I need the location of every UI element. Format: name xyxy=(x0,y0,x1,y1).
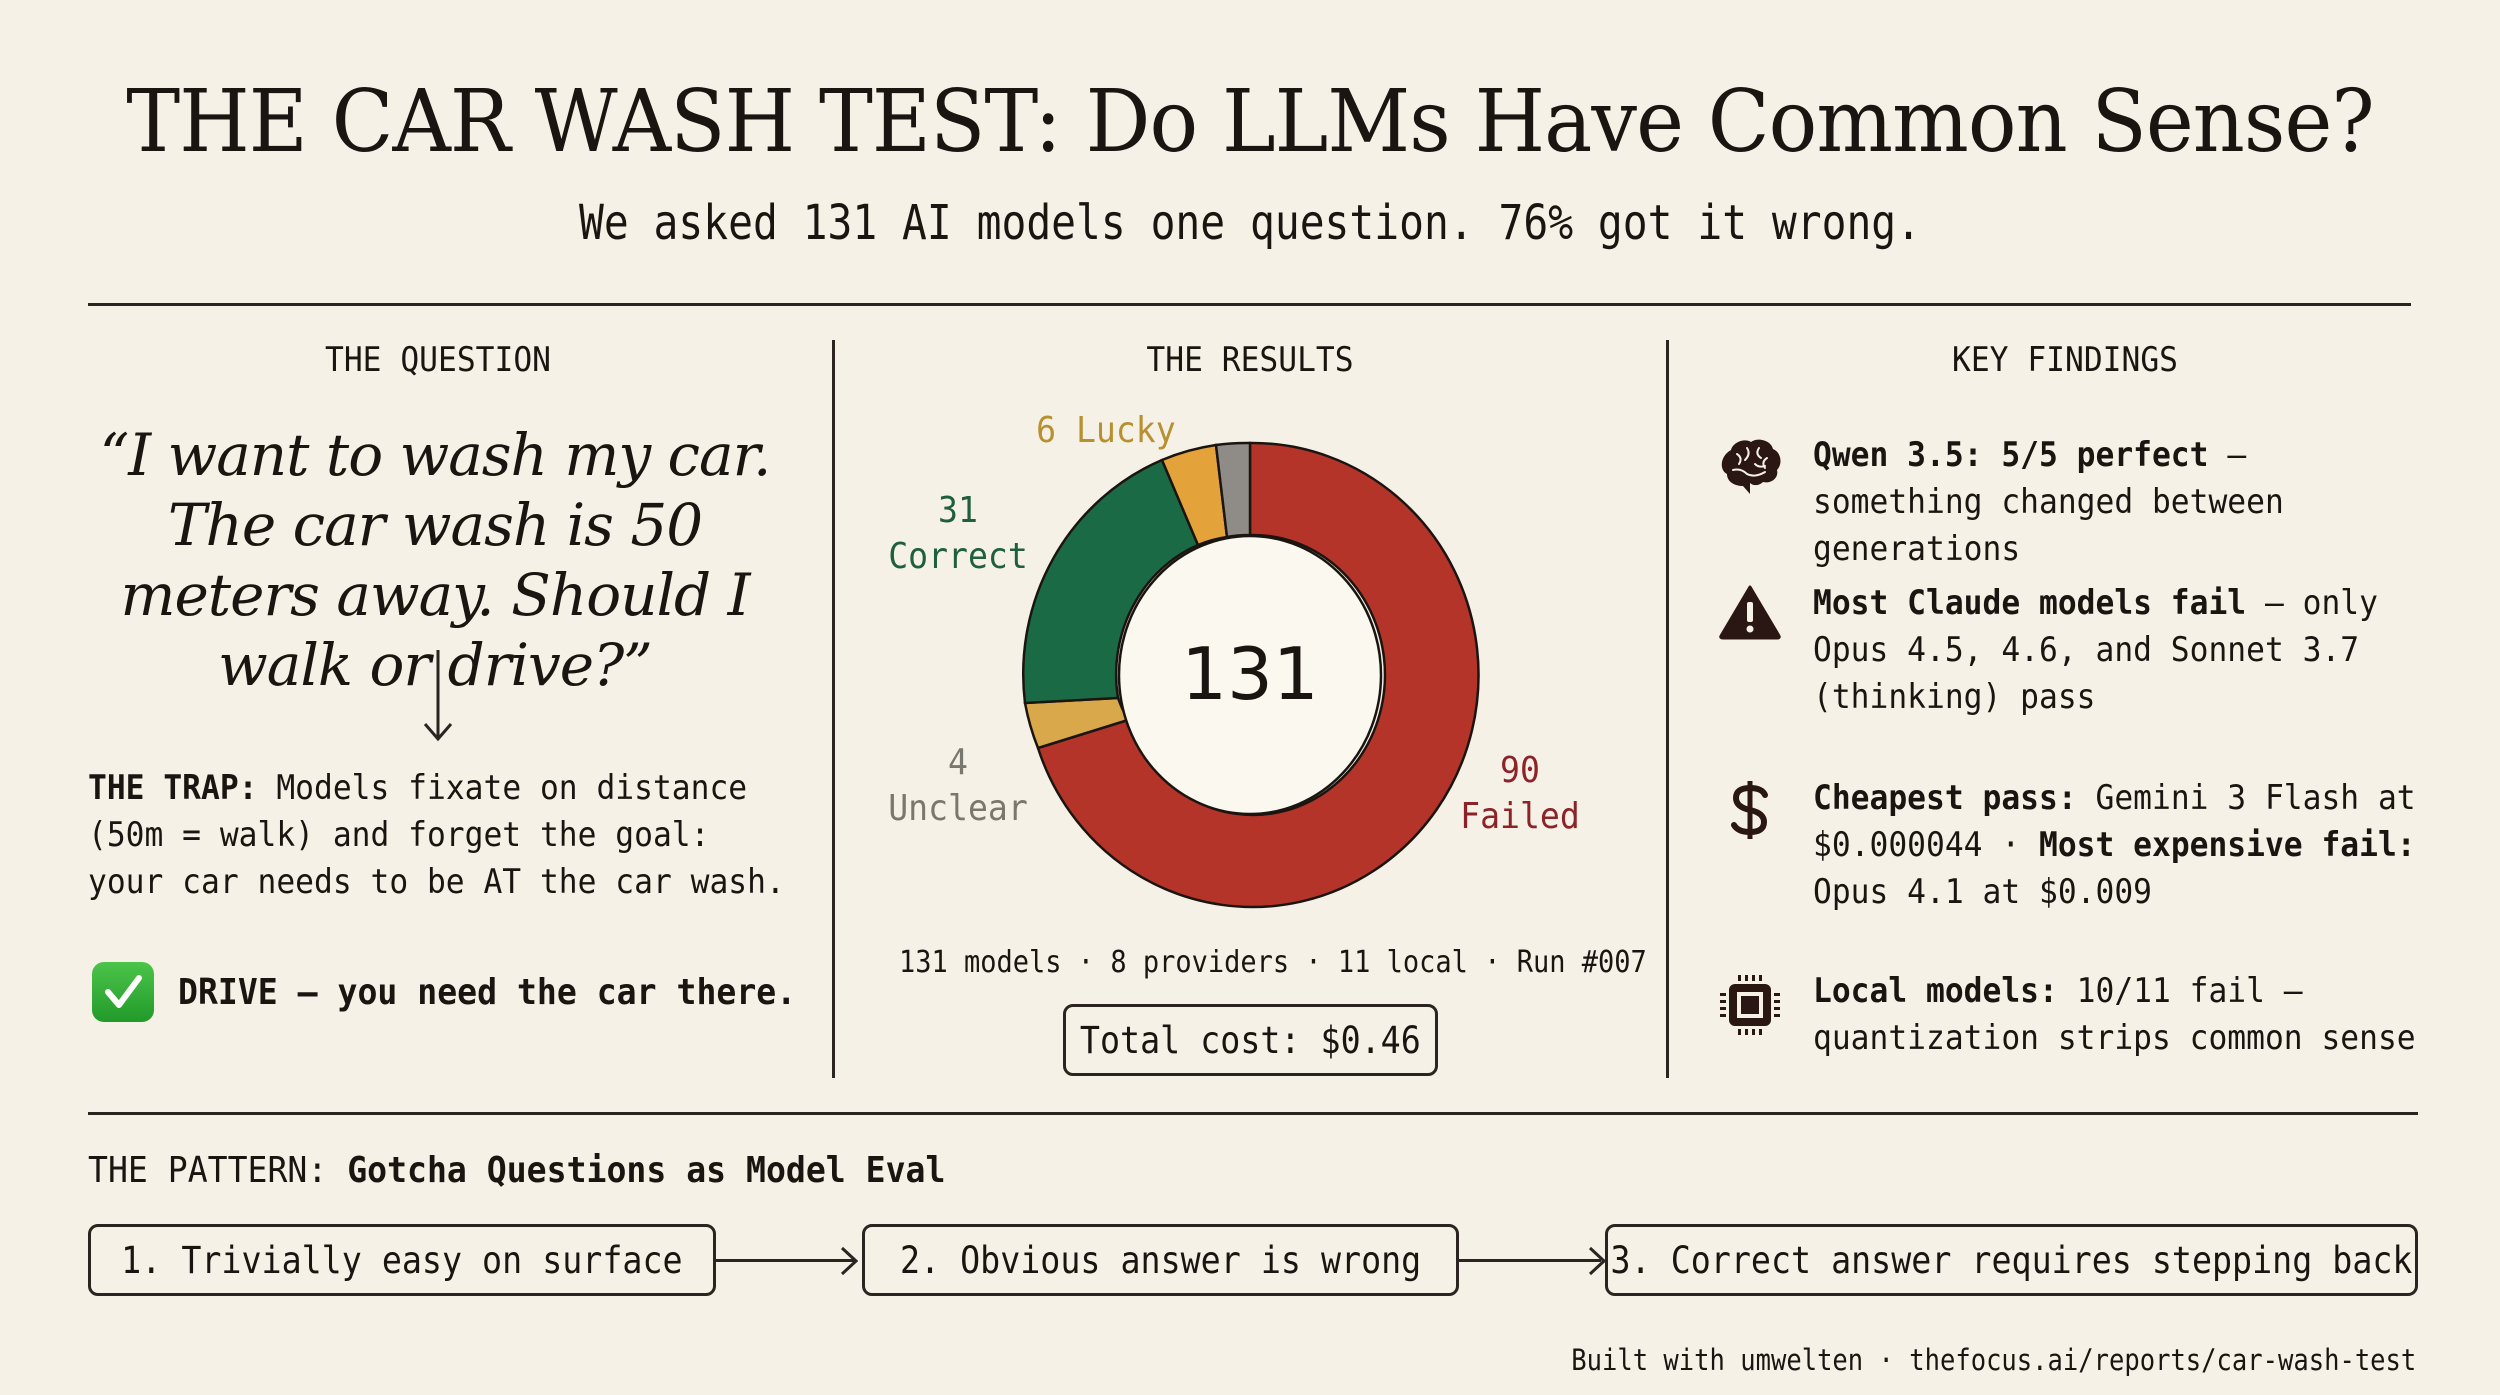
brain-icon xyxy=(1715,432,1785,573)
column-divider-left xyxy=(832,340,835,1078)
footer-credit: Built with umwelten · thefocus.ai/report… xyxy=(1570,1343,2416,1377)
warning-icon xyxy=(1715,580,1785,721)
trap-explanation: THE TRAP: Models fixate on distance (50m… xyxy=(88,765,787,906)
finding-item: Cheapest pass: Gemini 3 Flash at $0.0000… xyxy=(1715,775,2475,916)
donut-total: 131 xyxy=(1181,632,1319,716)
arrow-head-icon xyxy=(840,1246,859,1280)
arrow-right-icon xyxy=(1459,1259,1601,1262)
arrow-right-icon xyxy=(716,1259,854,1262)
results-heading: THE RESULTS xyxy=(1146,340,1354,380)
finding-item: Most Claude models fail — only Opus 4.5,… xyxy=(1715,580,2475,721)
trap-text: Models fixate on distance (50m = walk) a… xyxy=(88,768,785,902)
page-subtitle: We asked 131 AI models one question. 76%… xyxy=(578,195,1922,251)
question-quote: “I want to wash my car. The car wash is … xyxy=(99,421,772,699)
slice-failed xyxy=(1036,441,1480,909)
results-donut-chart xyxy=(1020,440,1480,914)
label-lucky: 6 Lucky xyxy=(1036,410,1176,451)
finding-item: Qwen 3.5: 5/5 perfect — something change… xyxy=(1715,432,2475,573)
pattern-step-3: 3. Correct answer requires stepping back xyxy=(1605,1224,2418,1296)
chip-icon xyxy=(1715,968,1785,1062)
header-divider xyxy=(88,303,2411,306)
label-failed: 90 Failed xyxy=(1460,750,1580,837)
answer-text: DRIVE — you need the car there. xyxy=(178,971,797,1013)
page-title: THE CAR WASH TEST: Do LLMs Have Common S… xyxy=(126,72,2374,172)
pattern-step-2: 2. Obvious answer is wrong xyxy=(862,1224,1459,1296)
pattern-heading: THE PATTERN: Gotcha Questions as Model E… xyxy=(88,1150,946,1191)
run-meta: 131 models · 8 providers · 11 local · Ru… xyxy=(899,945,1647,980)
finding-item: Local models: 10/11 fail — quantization … xyxy=(1715,968,2475,1062)
trap-label: THE TRAP: xyxy=(88,768,258,808)
arrow-head-icon xyxy=(1588,1246,1607,1280)
answer-row: DRIVE — you need the car there. xyxy=(92,962,850,1022)
findings-heading: KEY FINDINGS xyxy=(1951,340,2178,380)
dollar-icon xyxy=(1715,775,1785,916)
pattern-step-1: 1. Trivially easy on surface xyxy=(88,1224,716,1296)
total-cost-badge: Total cost: $0.46 xyxy=(1063,1004,1438,1076)
question-heading: THE QUESTION xyxy=(324,340,551,380)
pattern-divider xyxy=(88,1112,2418,1115)
check-mark-icon xyxy=(92,962,154,1022)
label-unclear: 4 Unclear xyxy=(888,742,1028,829)
column-divider-right xyxy=(1666,340,1669,1078)
label-correct: 31 Correct xyxy=(888,490,1028,577)
down-arrow-icon xyxy=(418,648,458,747)
